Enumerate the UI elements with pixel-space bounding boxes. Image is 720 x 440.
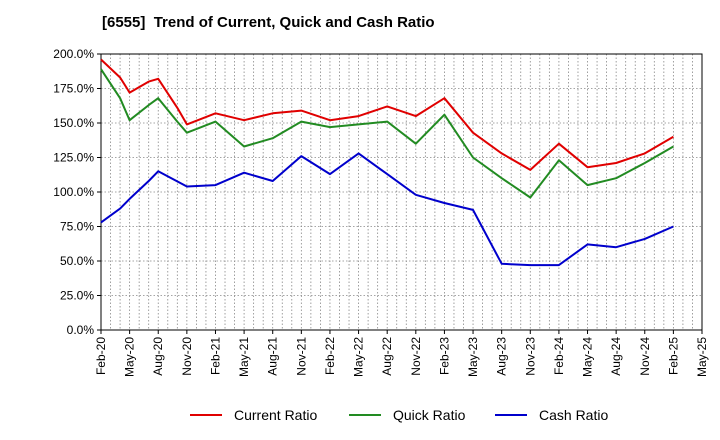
x-tick-label: May-21 [237,337,251,377]
y-tick-label: 150.0% [53,116,94,130]
y-tick-label: 75.0% [60,220,94,234]
y-tick-label: 25.0% [60,289,94,303]
y-tick-label: 100.0% [53,185,94,199]
x-tick-label: Nov-23 [523,337,537,376]
x-tick-label: May-22 [352,337,366,377]
x-tick-label: Feb-22 [323,337,337,375]
x-tick-label: Nov-21 [294,337,308,376]
x-tick-label: Feb-24 [552,337,566,375]
x-tick-label: Aug-23 [495,337,509,376]
x-tick-label: Aug-21 [266,337,280,376]
legend-label-cash-ratio: Cash Ratio [539,407,608,423]
x-tick-label: Nov-22 [409,337,423,376]
cash-ratio-line [100,152,674,267]
y-tick-label: 125.0% [53,151,94,165]
y-tick-label: 200.0% [53,47,94,61]
current-ratio-line [100,58,674,171]
legend-label-current-ratio: Current Ratio [234,407,317,423]
x-tick-label: Aug-20 [151,337,165,376]
chart-title: [6555] Trend of Current, Quick and Cash … [102,14,435,31]
x-tick-label: Feb-20 [94,337,108,375]
plot-border [100,53,703,331]
x-tick-label: May-20 [123,337,137,377]
quick-ratio-line [100,68,674,199]
x-tick-label: May-23 [466,337,480,377]
x-tick-label: May-25 [695,337,709,377]
y-tick-label: 175.0% [53,82,94,96]
x-tick-label: Nov-24 [638,337,652,376]
x-tick-label: Feb-25 [666,337,680,375]
x-tick-label: Aug-22 [380,337,394,376]
x-tick-label: Feb-21 [208,337,222,375]
x-tick-label: Feb-23 [437,337,451,375]
plot-background [101,54,702,330]
y-tick-label: 0.0% [67,323,95,337]
x-tick-label: Aug-24 [609,337,623,376]
x-tick-label: Nov-20 [180,337,194,376]
x-tick-label: May-24 [581,337,595,377]
y-tick-label: 50.0% [60,254,94,268]
legend-label-quick-ratio: Quick Ratio [393,407,466,423]
